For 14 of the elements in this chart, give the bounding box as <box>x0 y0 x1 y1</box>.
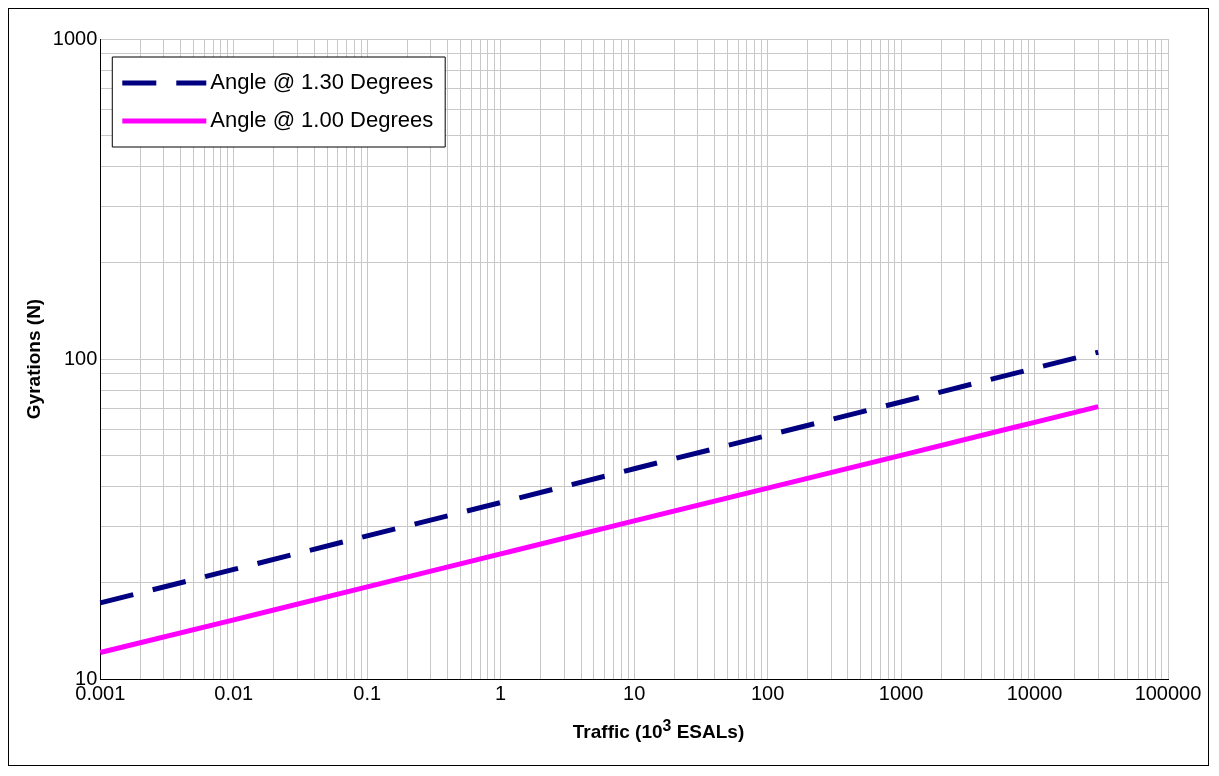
x-tick-label: 1 <box>495 681 507 704</box>
y-axis-title: Gyrations (N) <box>22 298 44 420</box>
legend-label: Angle @ 1.00 Degrees <box>210 107 434 133</box>
x-tick-label: 0.1 <box>353 681 382 704</box>
x-tick-label: 0.01 <box>214 681 254 704</box>
legend-label: Angle @ 1.30 Degrees <box>210 69 434 95</box>
x-tick-label: 100000 <box>1134 681 1202 704</box>
y-tick-label: 1000 <box>52 26 98 49</box>
x-tick-label: 10000 <box>1006 681 1063 704</box>
y-tick-label: 100 <box>63 346 98 369</box>
x-tick-label: 10 <box>623 681 646 704</box>
x-tick-label: 1000 <box>878 681 924 704</box>
x-tick-label: 100 <box>750 681 785 704</box>
x-axis-title: Traffic (10$^{3}$ ESALs) <box>571 717 746 744</box>
